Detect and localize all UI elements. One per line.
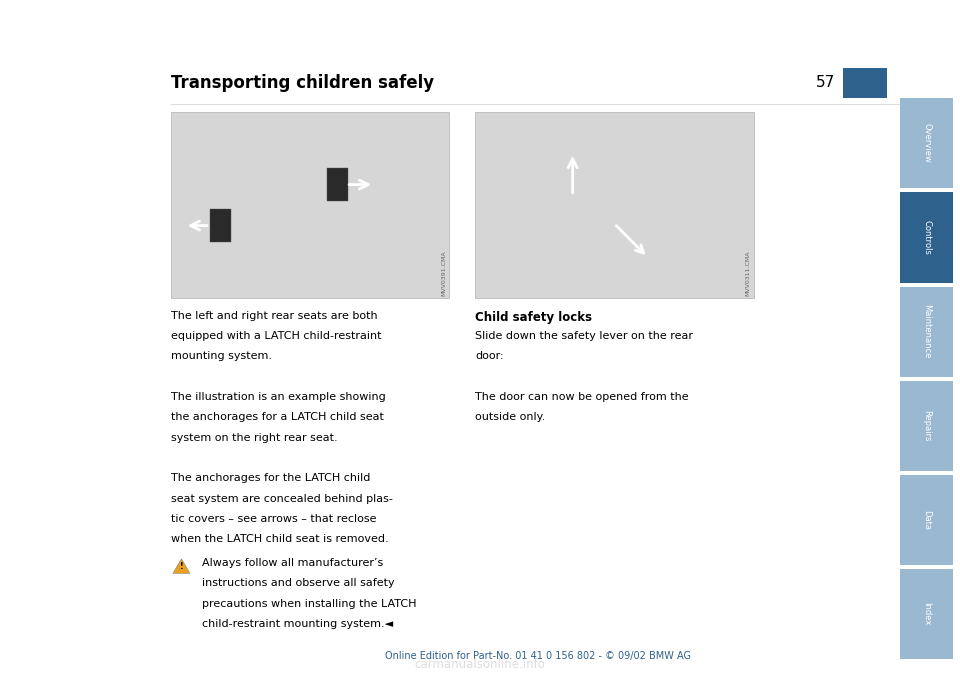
Text: Transporting children safely: Transporting children safely [171, 74, 434, 92]
Text: precautions when installing the LATCH: precautions when installing the LATCH [202, 599, 416, 609]
Text: door:: door: [475, 351, 504, 361]
Text: MVV0391.CMA: MVV0391.CMA [442, 251, 446, 296]
Bar [210, 209, 230, 242]
Text: Index: Index [923, 602, 931, 626]
Text: Maintenance: Maintenance [923, 304, 931, 359]
Text: The anchorages for the LATCH child: The anchorages for the LATCH child [171, 473, 371, 483]
Text: Data: Data [923, 510, 931, 530]
Text: system on the right rear seat.: system on the right rear seat. [171, 433, 338, 443]
Text: The left and right rear seats are both: The left and right rear seats are both [171, 311, 377, 321]
Text: Controls: Controls [923, 220, 931, 255]
Text: Slide down the safety lever on the rear: Slide down the safety lever on the rear [475, 331, 693, 341]
Bar [900, 98, 953, 188]
Text: The illustration is an example showing: The illustration is an example showing [171, 392, 386, 402]
Text: The door can now be opened from the: The door can now be opened from the [475, 392, 689, 402]
Text: !: ! [180, 562, 183, 572]
Bar [326, 167, 348, 201]
Bar [843, 68, 887, 98]
Bar [900, 287, 953, 377]
Text: mounting system.: mounting system. [171, 351, 272, 361]
Bar [475, 112, 754, 298]
Text: equipped with a LATCH child-restraint: equipped with a LATCH child-restraint [171, 331, 381, 341]
Bar [900, 381, 953, 471]
Text: child-restraint mounting system.◄: child-restraint mounting system.◄ [202, 619, 393, 629]
Bar [900, 569, 953, 659]
Text: seat system are concealed behind plas-: seat system are concealed behind plas- [171, 494, 393, 504]
Text: Repairs: Repairs [923, 410, 931, 441]
Polygon shape [173, 559, 190, 574]
Text: the anchorages for a LATCH child seat: the anchorages for a LATCH child seat [171, 412, 384, 422]
Text: MVV0311.CMA: MVV0311.CMA [746, 251, 751, 296]
Text: 57: 57 [816, 75, 835, 90]
Text: Overview: Overview [923, 123, 931, 163]
Text: Online Edition for Part-No. 01 41 0 156 802 - © 09/02 BMW AG: Online Edition for Part-No. 01 41 0 156 … [385, 652, 690, 661]
Text: tic covers – see arrows – that reclose: tic covers – see arrows – that reclose [171, 514, 376, 524]
Text: carmanualsonline.info: carmanualsonline.info [415, 658, 545, 671]
Text: when the LATCH child seat is removed.: when the LATCH child seat is removed. [171, 534, 389, 544]
Bar [171, 112, 449, 298]
Bar [900, 475, 953, 565]
Text: Child safety locks: Child safety locks [475, 311, 592, 323]
Text: outside only.: outside only. [475, 412, 545, 422]
Bar [900, 193, 953, 283]
Text: instructions and observe all safety: instructions and observe all safety [202, 578, 395, 589]
Text: Always follow all manufacturer’s: Always follow all manufacturer’s [202, 558, 383, 568]
